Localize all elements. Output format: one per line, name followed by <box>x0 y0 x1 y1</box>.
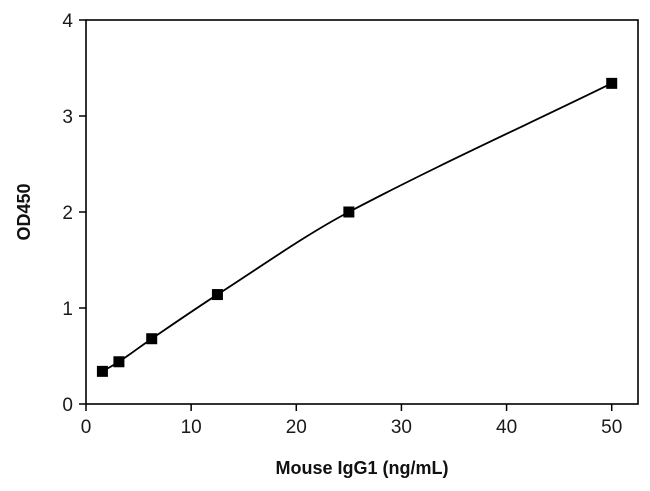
data-point-3 <box>211 289 223 301</box>
x-tick-label-2: 20 <box>286 417 307 438</box>
y-axis-title: OD450 <box>14 183 34 240</box>
y-axis-ticks: 0 1 2 3 4 <box>62 11 86 416</box>
y-tick-label-3: 3 <box>62 107 73 128</box>
data-point-2 <box>146 333 158 345</box>
x-tick-label-5: 50 <box>601 417 622 438</box>
plot-frame <box>85 19 639 405</box>
x-axis-ticks: 0 10 20 30 40 50 <box>81 404 622 438</box>
data-point-5 <box>606 77 618 89</box>
data-point-0 <box>96 365 108 377</box>
x-tick-label-1: 10 <box>181 417 202 438</box>
x-tick-label-3: 30 <box>391 417 412 438</box>
data-points <box>96 77 618 377</box>
x-tick-label-0: 0 <box>81 417 92 438</box>
y-tick-label-2: 2 <box>62 203 73 224</box>
y-tick-label-0: 0 <box>62 395 73 416</box>
y-tick-label-4: 4 <box>62 11 73 32</box>
data-point-4 <box>343 206 355 218</box>
fit-curve <box>101 82 613 373</box>
y-tick-label-1: 1 <box>62 299 73 320</box>
data-point-1 <box>113 356 125 368</box>
x-tick-label-4: 40 <box>496 417 517 438</box>
x-axis-title: Mouse IgG1 (ng/mL) <box>276 458 449 478</box>
